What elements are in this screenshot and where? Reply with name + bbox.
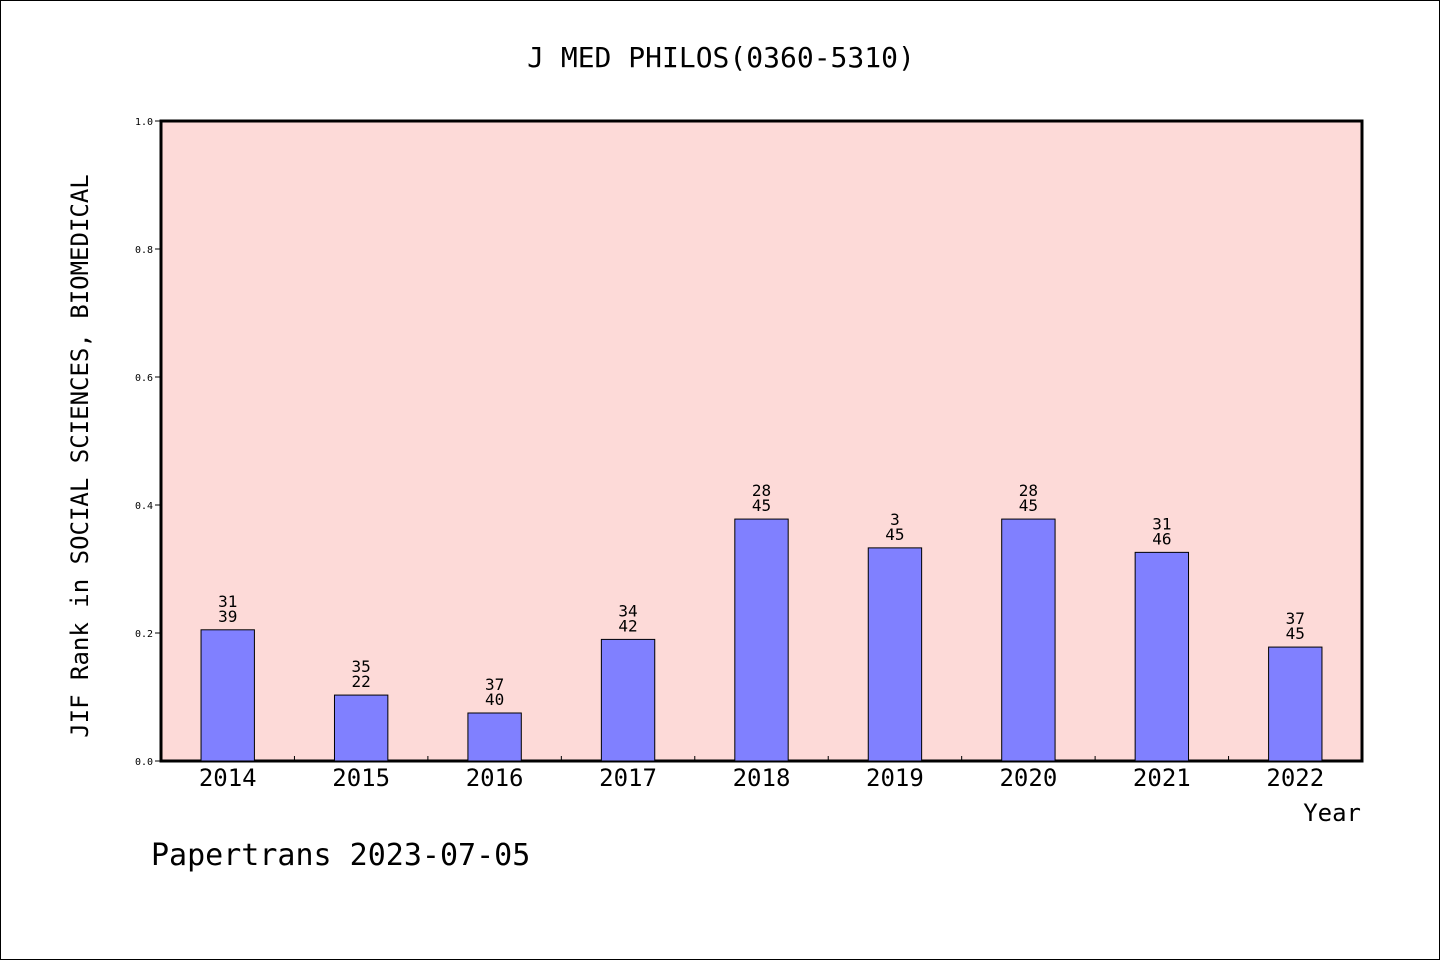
x-tick-label: 2016: [466, 764, 524, 792]
y-tick-label: 0.0: [135, 757, 153, 768]
bar-label-total: 40: [485, 690, 504, 709]
bar-label-total: 45: [1286, 624, 1305, 643]
y-axis: 0.0 0.2 0.4 0.6 0.8 1.0: [135, 117, 161, 768]
bar: [867, 547, 923, 762]
x-tick-label: 2020: [999, 764, 1057, 792]
bar-label-rank: 28: [752, 481, 771, 500]
bar: [467, 712, 522, 762]
bar-label-total: 46: [1152, 529, 1171, 548]
x-tick-label: 2021: [1133, 764, 1191, 792]
bar-label-rank: 3: [890, 510, 900, 529]
x-tick-label: 2014: [199, 764, 257, 792]
bar: [1268, 646, 1323, 762]
bar: [1001, 518, 1056, 762]
bar: [734, 518, 789, 762]
bar-label-total: 42: [618, 616, 637, 635]
x-tick-label: 2015: [332, 764, 390, 792]
chart-title: J MED PHILOS(0360-5310): [527, 41, 915, 74]
bar-label-rank: 34: [618, 601, 637, 620]
bar: [333, 694, 389, 762]
x-tick-label: 2022: [1266, 764, 1324, 792]
bar-label-total: 45: [1019, 496, 1038, 515]
bar-label-rank: 28: [1019, 481, 1038, 500]
y-tick-label: 1.0: [135, 117, 153, 128]
bar-label-total: 45: [752, 496, 771, 515]
x-tick-label: 2017: [599, 764, 657, 792]
y-tick-label: 0.4: [135, 501, 153, 512]
bar: [200, 629, 255, 762]
y-tick-label: 0.2: [135, 629, 153, 640]
bar-label-rank: 31: [218, 592, 237, 611]
y-tick-label: 0.6: [135, 373, 153, 384]
bar: [1134, 551, 1190, 762]
x-axis-label: Year: [1303, 799, 1361, 827]
bar-label-total: 39: [218, 607, 237, 626]
x-tick-label: 2018: [733, 764, 791, 792]
bar-label-rank: 31: [1152, 514, 1171, 533]
bar-label-rank: 37: [485, 675, 504, 694]
bar-label-rank: 37: [1286, 609, 1305, 628]
bar: [600, 638, 656, 762]
y-tick-label: 0.8: [135, 245, 153, 256]
bar-label-rank: 35: [352, 657, 371, 676]
x-tick-label: 2019: [866, 764, 924, 792]
bar-label-total: 22: [352, 672, 371, 691]
x-axis: 2014 2015 2016 2017 2018 2019 2020 2021 2022: [199, 756, 1324, 792]
footer-credit: Papertrans 2023-07-05: [151, 838, 530, 873]
bar-label-total: 45: [885, 525, 904, 544]
y-axis-label: JIF Rank in SOCIAL SCIENCES, BIOMEDICAL: [66, 174, 94, 738]
